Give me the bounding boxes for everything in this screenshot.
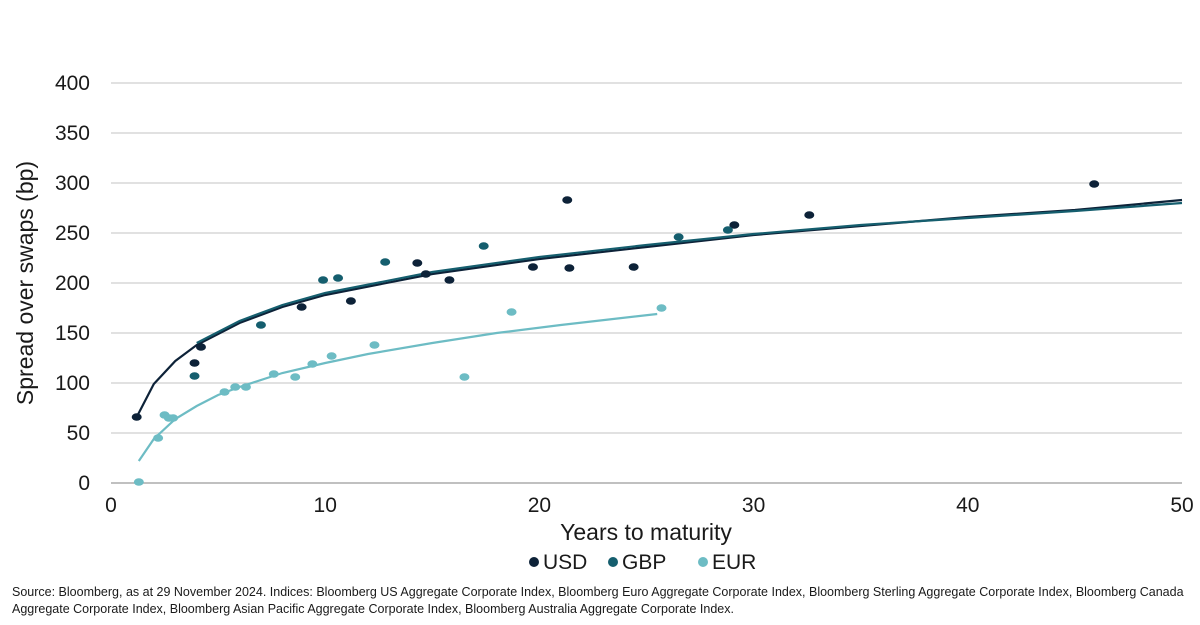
point-usd-11 [564,264,575,272]
point-eur-9 [268,370,279,378]
point-usd-2 [189,359,200,367]
point-usd-3 [195,343,206,351]
point-gbp-7 [673,233,684,241]
point-eur-10 [290,373,301,381]
legend: USD GBP EUR [529,551,756,574]
point-gbp-5 [380,258,391,266]
point-gbp-6 [478,242,489,250]
point-usd-5 [345,297,356,305]
y-tick-0: 0 [78,472,90,495]
point-eur-1 [133,478,144,486]
y-tick-200: 200 [55,272,90,295]
point-usd-4 [296,303,307,311]
point-eur-16 [656,304,667,312]
point-usd-14 [804,211,815,219]
x-tick-0: 0 [105,494,117,517]
point-usd-12 [628,263,639,271]
point-usd-6 [412,259,423,267]
source-note: Source: Bloomberg, as at 29 November 202… [12,585,1184,616]
legend-label-usd: USD [543,551,587,574]
point-gbp-8 [722,226,733,234]
x-tick-labels: 0 10 20 30 40 50 [105,494,1194,517]
x-tick-40: 40 [956,494,979,517]
x-axis-title: Years to maturity [560,519,732,545]
point-eur-6 [219,388,230,396]
y-tick-400: 400 [55,72,90,95]
y-tick-350: 350 [55,122,90,145]
point-usd-7 [420,270,431,278]
point-gbp-3 [318,276,329,284]
legend-marker-gbp [608,557,618,567]
point-eur-12 [326,352,337,360]
y-tick-250: 250 [55,222,90,245]
point-usd-1 [131,413,142,421]
trend-lines [135,198,1183,462]
point-usd-10 [562,196,573,204]
point-eur-11 [307,360,318,368]
point-gbp-2 [255,321,266,329]
legend-marker-eur [698,557,708,567]
y-tick-150: 150 [55,322,90,345]
point-gbp-4 [333,274,344,282]
x-tick-50: 50 [1170,494,1193,517]
trend-line-gbp [196,201,1183,344]
y-tick-50: 50 [67,422,90,445]
y-tick-300: 300 [55,172,90,195]
y-tick-labels: 0 50 100 150 200 250 300 350 400 [55,72,90,495]
x-tick-10: 10 [314,494,337,517]
y-axis-title: Spread over swaps (bp) [12,161,38,405]
point-usd-13 [729,221,740,229]
spread-maturity-chart: 0 50 100 150 200 250 300 350 400 0 10 20 30 40 50 Spr… [12,72,1194,574]
point-eur-14 [459,373,470,381]
point-usd-15 [1089,180,1100,188]
legend-label-eur: EUR [712,551,756,574]
point-usd-9 [527,263,538,271]
point-eur-2 [153,434,164,442]
point-gbp-1 [189,372,200,380]
gridlines [111,82,1182,484]
point-eur-13 [369,341,380,349]
point-eur-5 [168,414,179,422]
point-eur-8 [240,383,251,391]
y-tick-100: 100 [55,372,90,395]
legend-label-gbp: GBP [622,551,666,574]
data-points [131,180,1100,486]
legend-marker-usd [529,557,539,567]
point-eur-7 [230,383,241,391]
point-usd-8 [444,276,455,284]
x-tick-30: 30 [742,494,765,517]
x-tick-20: 20 [528,494,551,517]
trend-line-eur [137,312,658,462]
point-eur-15 [506,308,517,316]
